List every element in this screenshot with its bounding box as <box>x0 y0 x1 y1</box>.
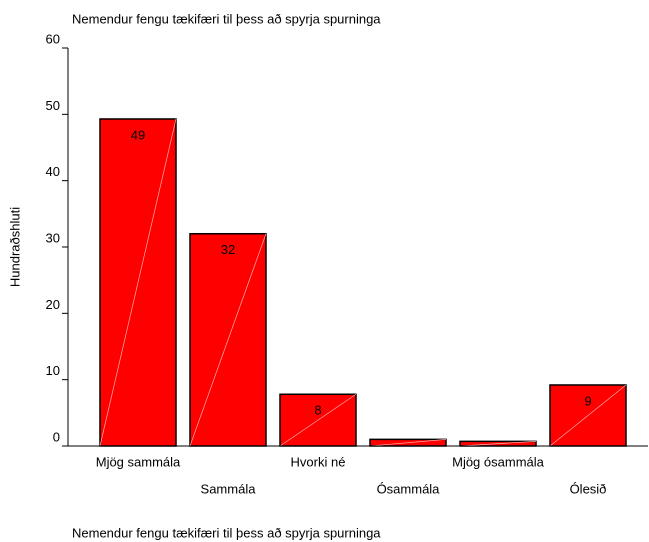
y-axis-label: Hundraðshluti <box>7 207 22 287</box>
x-tick-label: Ósammála <box>377 481 441 496</box>
y-tick-label: 0 <box>53 429 60 444</box>
x-tick-label: Mjög ósammála <box>452 454 545 469</box>
x-tick-label: Ólesið <box>570 481 607 496</box>
y-tick-label: 10 <box>46 363 60 378</box>
chart-title: Nemendur fengu tækifæri til þess að spyr… <box>72 11 381 26</box>
data-label: 9 <box>584 393 591 408</box>
chart-footnote: Nemendur fengu tækifæri til þess að spyr… <box>72 525 381 540</box>
data-label: 49 <box>131 127 145 142</box>
y-tick-label: 30 <box>46 230 60 245</box>
y-tick-label: 60 <box>46 31 60 46</box>
bar-hatch <box>279 393 357 447</box>
x-tick-label: Sammála <box>201 481 257 496</box>
bar-hatch <box>459 441 537 447</box>
bar-hatch <box>189 233 267 447</box>
data-label: 32 <box>221 242 235 257</box>
bar-hatch <box>549 384 627 447</box>
x-tick-label: Mjög sammála <box>96 454 181 469</box>
bar-hatch <box>369 439 447 447</box>
y-tick-label: 50 <box>46 98 60 113</box>
y-tick-label: 40 <box>46 164 60 179</box>
bar-hatch <box>99 118 177 447</box>
x-tick-label: Hvorki né <box>291 454 346 469</box>
data-label: 8 <box>314 403 321 418</box>
y-tick-label: 20 <box>46 297 60 312</box>
